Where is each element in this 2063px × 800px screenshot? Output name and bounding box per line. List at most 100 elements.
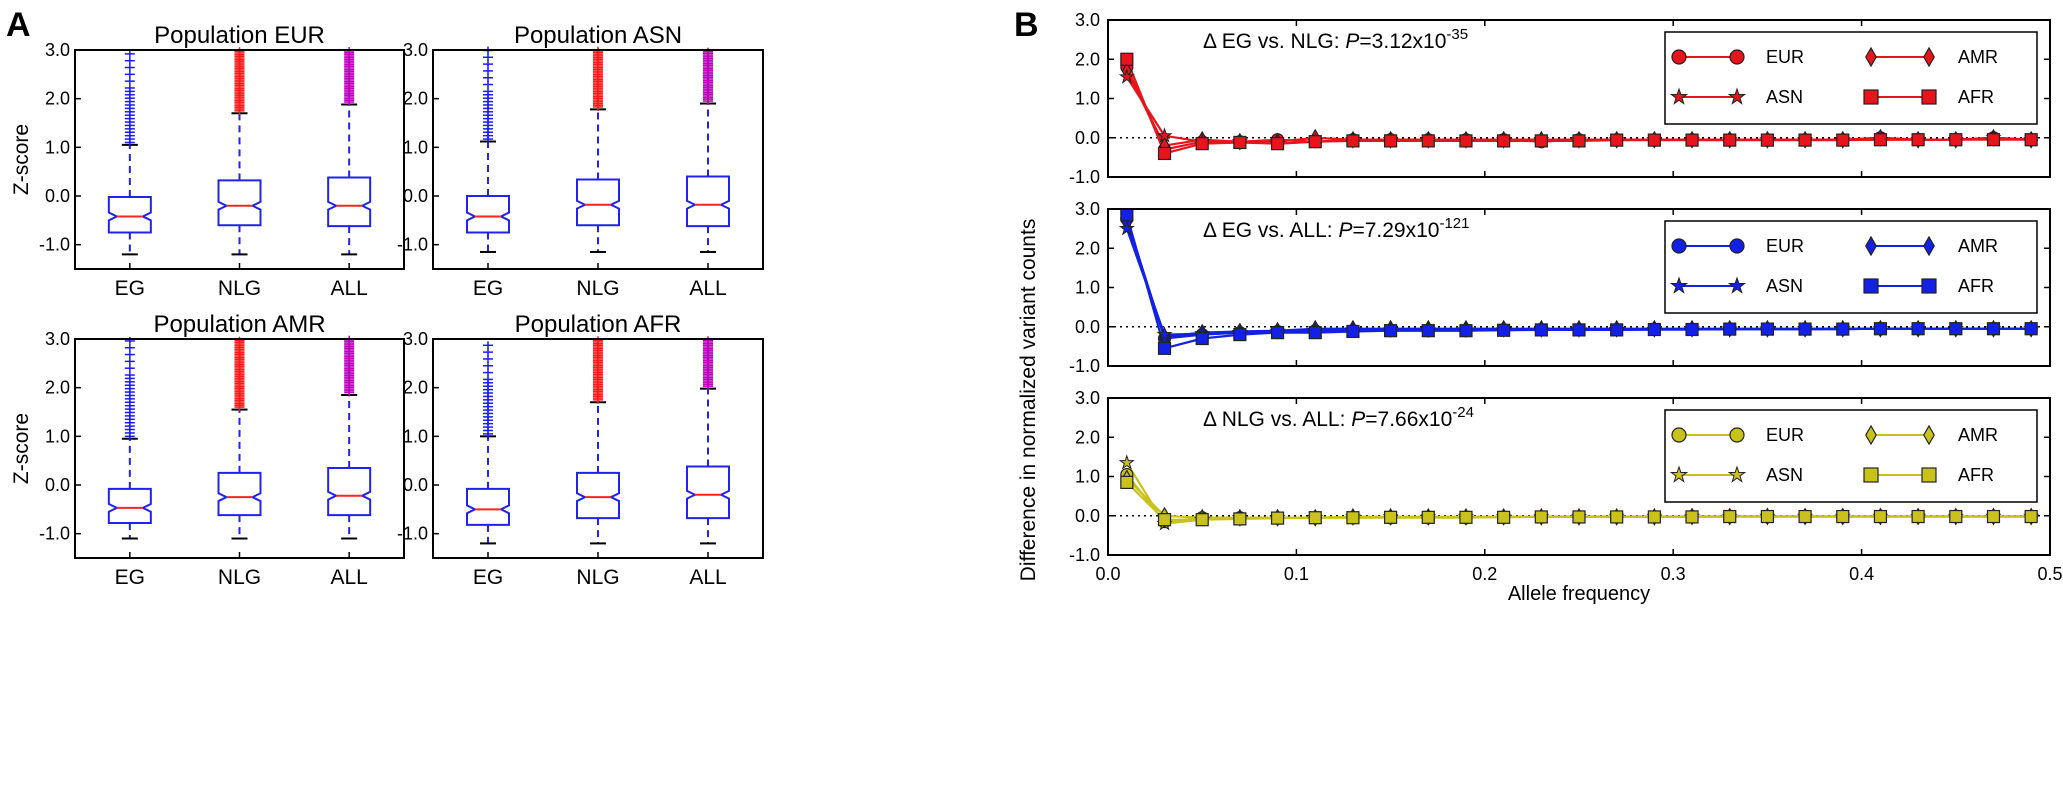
- marker-square: [1836, 133, 1850, 147]
- marker-square: [1863, 89, 1879, 105]
- box-body: [217, 471, 262, 517]
- marker-square: [1723, 133, 1737, 147]
- annotation-value: =3.12x10: [1359, 30, 1446, 53]
- marker-square: [1157, 146, 1172, 161]
- marker-square: [1572, 134, 1586, 148]
- plot-frame: [74, 338, 405, 559]
- marker-square: [1572, 510, 1586, 524]
- marker-square: [1534, 134, 1548, 148]
- marker-square: [1921, 278, 1937, 294]
- legend-box: [1664, 220, 2038, 314]
- box-panel-amr: Population AMR Z-score -1.0 0.0 1.0 2.0 3.0 EG N…: [10, 311, 405, 589]
- marker-square: [1798, 133, 1812, 147]
- y-tick-label: 0.0: [45, 186, 70, 206]
- x-tick-label: 0.1: [1284, 564, 1309, 584]
- x-axis-label: Allele frequency: [1508, 583, 1650, 605]
- legend-box: [1664, 409, 2038, 503]
- marker-star: [1156, 326, 1173, 342]
- marker-square: [1760, 133, 1775, 147]
- marker-square: [1873, 509, 1888, 524]
- marker-square: [1798, 322, 1812, 336]
- y-tick-label: 1.0: [45, 137, 70, 157]
- box-body: [327, 176, 372, 228]
- marker-star: [1118, 68, 1135, 84]
- marker-square: [1760, 322, 1775, 336]
- marker-square: [1157, 513, 1172, 527]
- legend-label-afr: AFR: [1958, 276, 1994, 296]
- marker-square: [1195, 137, 1209, 151]
- box-panel-title: Population AFR: [515, 311, 682, 338]
- marker-square: [1120, 52, 1134, 66]
- annotation-p: P: [1351, 408, 1365, 431]
- marker-square: [1308, 135, 1322, 149]
- x-tick-label: 0.0: [1095, 564, 1120, 584]
- marker-circle: [1729, 49, 1745, 65]
- x-tick-label: NLG: [218, 566, 261, 589]
- marker-square: [1459, 324, 1473, 338]
- y-tick-label: 0.0: [403, 186, 428, 206]
- marker-square: [1157, 341, 1172, 355]
- plot-frame: [74, 49, 405, 270]
- marker-square: [1270, 137, 1285, 151]
- y-tick-label: 2.0: [45, 89, 70, 109]
- y-tick-label: 3.0: [1075, 199, 1100, 219]
- shared-y-axis-label: Difference in normalized variant counts: [1017, 219, 1040, 582]
- p-value-annotation: Δ EG vs. NLG: P=3.12x10-35: [1203, 26, 1468, 53]
- marker-square: [1459, 510, 1473, 524]
- marker-square: [1723, 322, 1737, 336]
- x-tick-label: EG: [473, 566, 503, 589]
- marker-square: [1986, 133, 2001, 147]
- y-tick-label: 1.0: [403, 137, 428, 157]
- box-panel-asn: Population ASN -1.0 0.0 1.0 2.0 3.0 EG NLG ALL: [397, 22, 764, 300]
- x-tick-label: EG: [115, 566, 145, 589]
- marker-square: [1534, 323, 1548, 337]
- legend-label-asn: ASN: [1766, 465, 1803, 485]
- legend-box: [1664, 31, 2038, 125]
- marker-square: [1986, 509, 2001, 524]
- marker-square: [1346, 324, 1360, 339]
- marker-square: [1760, 509, 1775, 524]
- marker-square: [1647, 322, 1661, 337]
- annotation-p: P: [1345, 30, 1359, 53]
- marker-square: [1270, 326, 1285, 340]
- box-body: [686, 175, 730, 228]
- marker-square: [1572, 323, 1586, 337]
- annotation-value: =7.66x10: [1365, 408, 1452, 431]
- marker-square: [1685, 322, 1699, 337]
- y-tick-label: 3.0: [45, 40, 70, 60]
- box-panel-afr: Population AFR -1.0 0.0 1.0 2.0 3.0 EG NLG ALL: [397, 311, 764, 589]
- p-value-annotation: Δ EG vs. ALL: P=7.29x10-121: [1203, 215, 1469, 242]
- annotation-prefix: Δ EG vs. NLG:: [1203, 30, 1345, 53]
- annotation-exponent: -121: [1439, 215, 1469, 232]
- marker-diamond: [1865, 424, 1877, 446]
- marker-square: [1497, 323, 1511, 337]
- marker-star: [1669, 87, 1689, 105]
- marker-square: [1421, 510, 1435, 524]
- y-tick-label: 1.0: [403, 426, 428, 446]
- y-tick-label: -1.0: [1069, 545, 1100, 565]
- marker-square: [1383, 510, 1398, 524]
- marker-square: [1120, 208, 1134, 222]
- marker-square: [1308, 511, 1322, 525]
- legend-label-eur: EUR: [1766, 47, 1804, 67]
- y-tick-label: 3.0: [403, 40, 428, 60]
- box-body: [576, 471, 620, 520]
- marker-square: [1383, 134, 1398, 148]
- y-tick-label: -1.0: [39, 235, 70, 255]
- box-body: [107, 487, 152, 524]
- marker-star: [1669, 465, 1689, 483]
- legend-label-asn: ASN: [1766, 87, 1803, 107]
- marker-square: [1233, 328, 1247, 342]
- panel-label-b: B: [1014, 6, 1039, 44]
- marker-circle: [1671, 427, 1687, 443]
- marker-square: [1863, 467, 1879, 483]
- legend-label-amr: AMR: [1958, 236, 1998, 256]
- marker-square: [1195, 513, 1209, 527]
- marker-square: [1233, 135, 1247, 150]
- x-tick-label: ALL: [689, 277, 726, 300]
- x-tick-label: NLG: [576, 277, 619, 300]
- marker-square: [1195, 331, 1209, 346]
- marker-square: [1863, 278, 1879, 294]
- marker-square: [1911, 322, 1925, 336]
- y-axis-label: Z-score: [10, 124, 33, 195]
